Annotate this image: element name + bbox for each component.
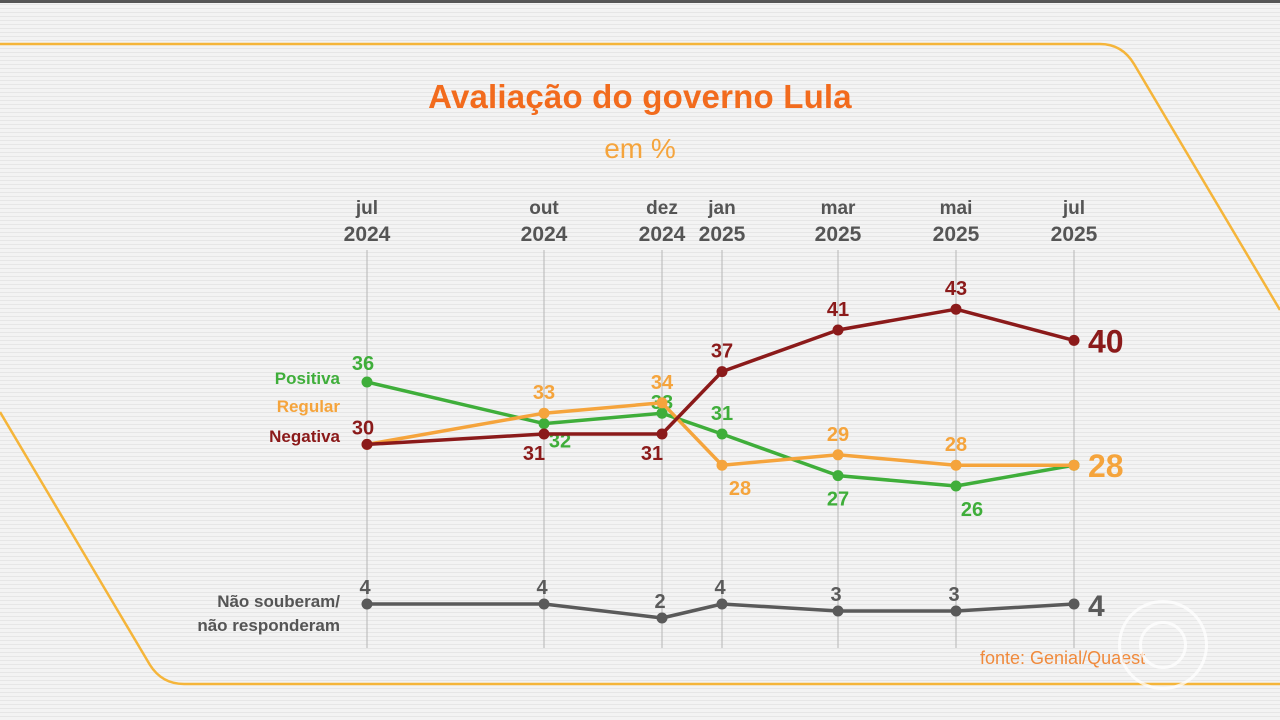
legend-nao-responderam: Não souberam/ não responderam — [197, 590, 340, 638]
data-label-negativa: 31 — [523, 443, 545, 465]
final-label-nr: 4 — [1088, 590, 1105, 623]
data-point-negativa — [1068, 334, 1080, 346]
x-tick-month: jan — [708, 198, 736, 219]
data-label-positiva: 26 — [961, 499, 983, 521]
frame-outline — [0, 42, 1280, 686]
data-point-positiva — [538, 418, 550, 430]
data-point-nr — [832, 605, 844, 617]
legend-regular: Regular — [276, 397, 340, 416]
final-label-negativa: 40 — [1088, 323, 1124, 359]
data-label-negativa: 30 — [352, 417, 374, 439]
data-label-negativa: 43 — [945, 278, 967, 300]
x-tick-year: 2025 — [932, 223, 980, 246]
data-point-positiva — [716, 428, 728, 440]
data-label-positiva: 27 — [827, 489, 849, 511]
x-tick-label: jul 2024 — [322, 196, 412, 248]
x-tick-month: jul — [1062, 198, 1086, 219]
data-point-regular — [950, 459, 962, 471]
data-label-positiva: 31 — [711, 403, 733, 425]
source-text: fonte: Genial/Quaest — [980, 648, 1146, 668]
x-tick-year: 2025 — [814, 223, 862, 246]
data-point-positiva — [950, 480, 962, 492]
x-tick-label: jul 2025 — [1029, 196, 1119, 248]
x-tick-year: 2025 — [698, 223, 746, 246]
x-tick-label: jan 2025 — [677, 196, 767, 248]
nr-label-line2: não responderam — [197, 616, 340, 635]
x-tick-month: out — [529, 198, 559, 219]
data-label-negativa: 31 — [641, 443, 663, 465]
legend-positiva: Positiva — [274, 369, 340, 388]
x-tick-year: 2024 — [343, 223, 391, 246]
broadcaster-logo — [1118, 600, 1208, 690]
data-label-nr: 4 — [536, 577, 548, 599]
data-point-negativa — [950, 303, 962, 315]
data-label-nr: 4 — [714, 577, 726, 599]
chart-subtitle: em % — [604, 133, 676, 164]
data-point-positiva — [361, 376, 373, 388]
x-tick-month: dez — [646, 198, 678, 219]
x-tick-year: 2024 — [520, 223, 568, 246]
x-tick-year: 2024 — [638, 223, 686, 246]
x-tick-label: out 2024 — [499, 196, 589, 248]
chart-title: Avaliação do governo Lula — [428, 78, 852, 115]
data-label-regular: 28 — [945, 434, 967, 456]
legend-negativa: Negativa — [269, 427, 340, 446]
data-point-regular — [656, 397, 668, 409]
x-tick-label: dez 2024 — [617, 196, 707, 248]
data-point-negativa — [716, 366, 728, 378]
logo-inner-ring — [1139, 621, 1187, 669]
nr-label-line1: Não souberam/ — [217, 592, 340, 611]
x-tick-year: 2025 — [1050, 223, 1098, 246]
data-point-nr — [1068, 598, 1080, 610]
data-label-nr: 3 — [830, 584, 841, 606]
data-point-nr — [656, 612, 668, 624]
x-tick-label: mar 2025 — [793, 196, 883, 248]
data-label-regular: 33 — [533, 382, 555, 404]
data-point-positiva — [832, 470, 844, 482]
data-point-negativa — [656, 428, 668, 440]
x-tick-month: jul — [355, 198, 379, 219]
data-label-positiva: 36 — [352, 353, 374, 375]
data-label-positiva: 32 — [549, 431, 571, 453]
data-label-negativa: 37 — [711, 341, 733, 363]
data-point-regular — [716, 459, 728, 471]
data-point-regular — [832, 449, 844, 461]
x-tick-label: mai 2025 — [911, 196, 1001, 248]
data-point-negativa — [361, 438, 373, 450]
data-point-nr — [538, 598, 550, 610]
data-point-nr — [716, 598, 728, 610]
data-label-nr: 3 — [948, 584, 959, 606]
data-point-negativa — [538, 428, 550, 440]
data-point-regular — [1068, 459, 1080, 471]
final-label-regular-positiva: 28 — [1088, 448, 1124, 484]
data-label-regular: 34 — [651, 372, 674, 394]
data-label-negativa: 41 — [827, 299, 849, 321]
data-label-regular: 29 — [827, 424, 849, 446]
data-label-regular: 28 — [729, 478, 751, 500]
data-point-nr — [950, 605, 962, 617]
data-label-nr: 2 — [654, 591, 665, 613]
data-point-positiva — [656, 407, 668, 419]
data-point-nr — [361, 598, 373, 610]
x-tick-month: mar — [820, 198, 856, 219]
x-tick-month: mai — [939, 198, 973, 219]
data-label-nr: 4 — [359, 577, 371, 599]
data-point-regular — [538, 407, 550, 419]
data-point-negativa — [832, 324, 844, 336]
top-border — [0, 0, 1280, 3]
